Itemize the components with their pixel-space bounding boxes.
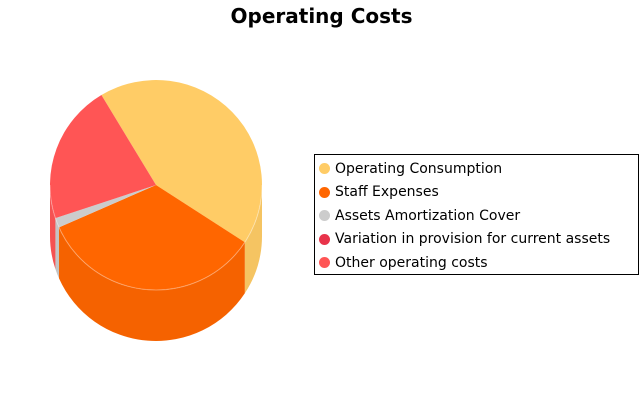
pie-sides bbox=[50, 185, 262, 342]
legend-swatch bbox=[319, 163, 330, 175]
pie-slice-2 bbox=[55, 185, 156, 228]
legend-swatch bbox=[319, 257, 330, 269]
pie-slice-4 bbox=[50, 94, 156, 219]
legend-label: Staff Expenses bbox=[335, 184, 439, 201]
pie-side-1 bbox=[59, 227, 245, 342]
legend-label: Operating Consumption bbox=[335, 160, 503, 177]
legend-swatch bbox=[319, 233, 330, 245]
pie-side-4 bbox=[50, 185, 56, 270]
chart-title: Operating Costs bbox=[230, 4, 413, 28]
legend-item: Operating Consumption bbox=[319, 157, 638, 181]
legend-item: Variation in provision for current asset… bbox=[319, 228, 638, 252]
legend: Operating Consumption Staff Expenses Asset… bbox=[314, 154, 639, 275]
pie-slice-0 bbox=[101, 79, 263, 243]
pie-top bbox=[49, 79, 263, 291]
pie-rim bbox=[49, 184, 263, 291]
legend-label: Other operating costs bbox=[335, 254, 488, 271]
legend-item: Other operating costs bbox=[319, 251, 638, 275]
legend-label: Variation in provision for current asset… bbox=[335, 231, 611, 248]
legend-swatch bbox=[319, 210, 330, 222]
legend-swatch bbox=[319, 186, 330, 198]
legend-label: Assets Amortization Cover bbox=[335, 207, 521, 224]
pie-slice-1 bbox=[59, 185, 245, 291]
legend-item: Staff Expenses bbox=[319, 181, 638, 205]
pie-side-0 bbox=[244, 185, 262, 294]
legend-item: Assets Amortization Cover bbox=[319, 204, 638, 228]
pie-side-2 bbox=[55, 218, 60, 279]
